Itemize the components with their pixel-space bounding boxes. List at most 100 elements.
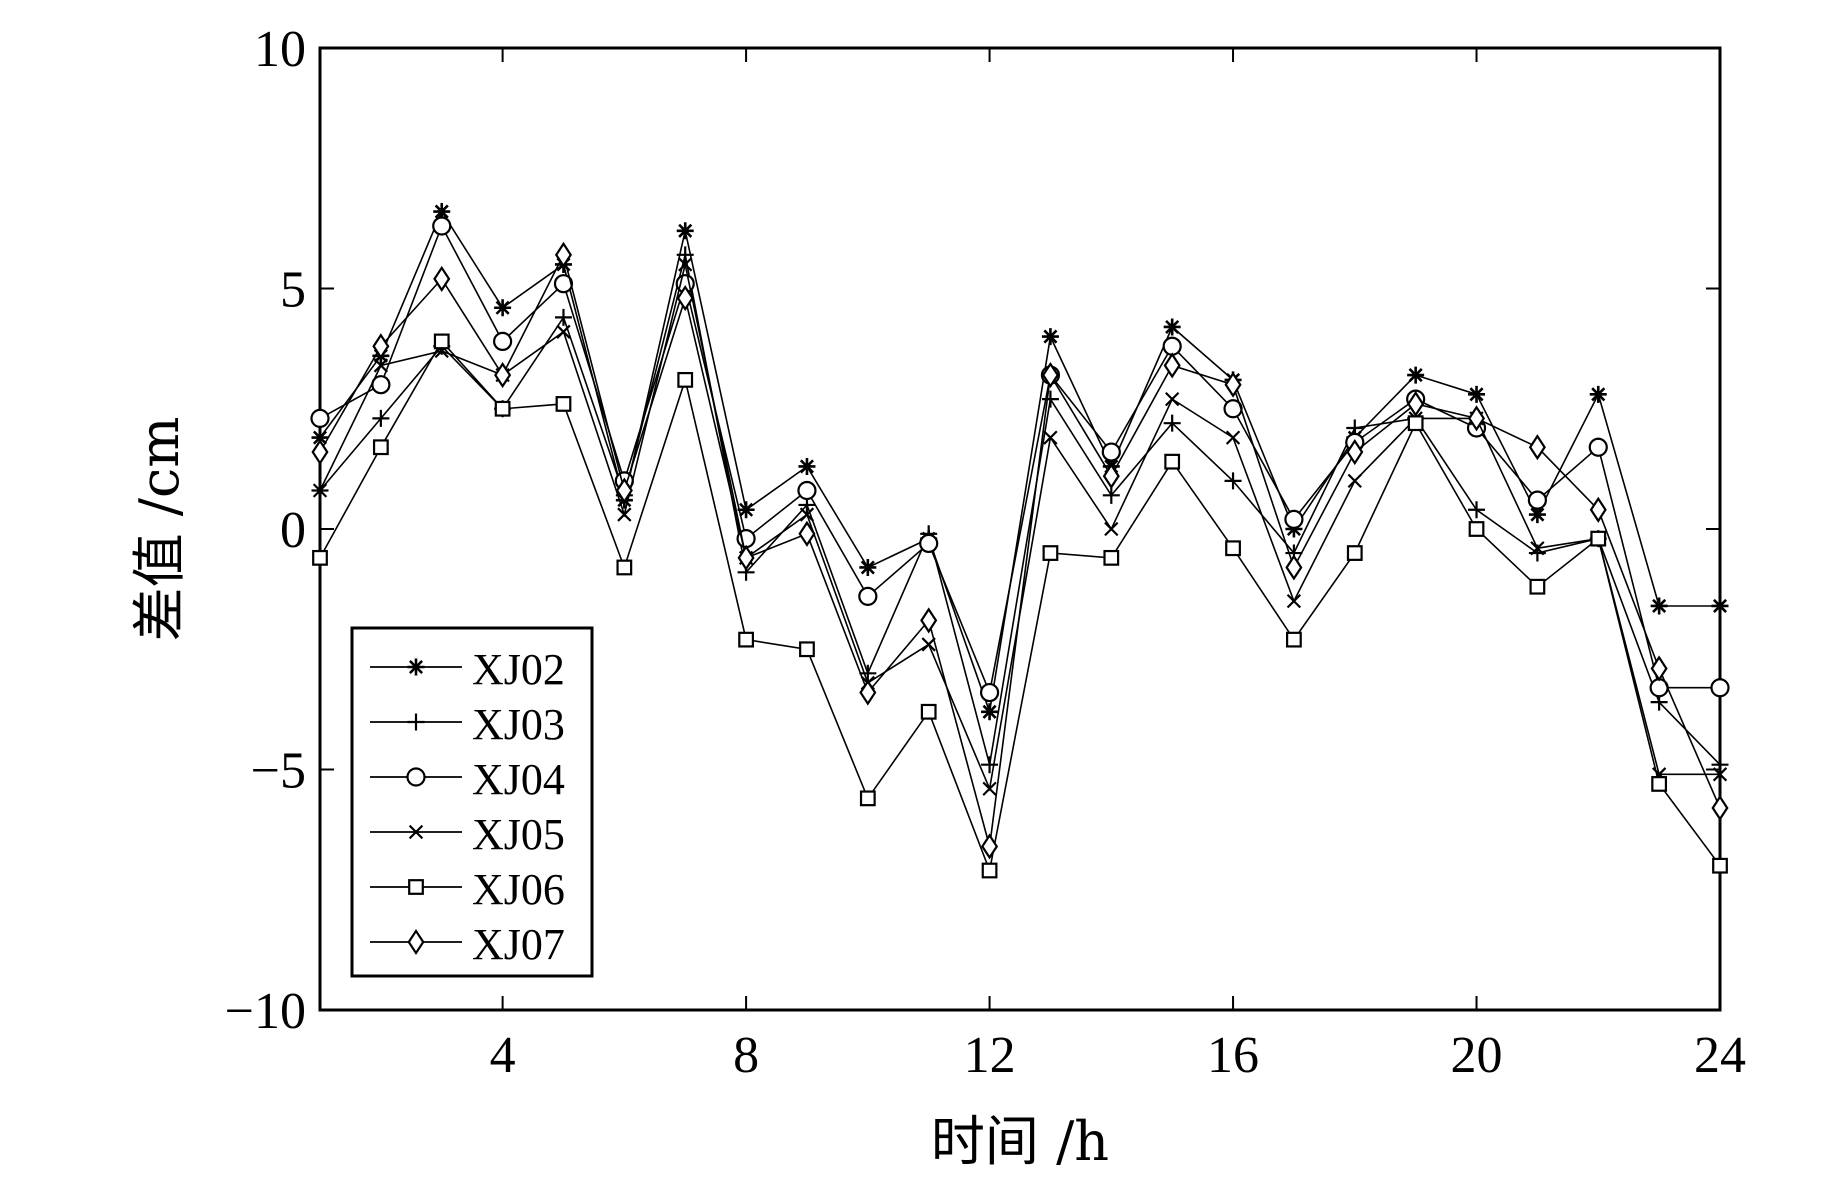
- data-point-xj02: [676, 222, 694, 240]
- data-point-xj03: [1041, 390, 1059, 408]
- data-point-xj07: [1041, 362, 1059, 389]
- data-point-xj06: [1712, 857, 1728, 874]
- y-tick-label: 0: [280, 502, 306, 559]
- data-point-xj07: [1407, 390, 1425, 418]
- series-line-xj03: [319, 254, 1721, 766]
- data-point-xj04: [1162, 336, 1182, 356]
- data-point-xj02: [433, 203, 451, 221]
- data-point-xj02: [1650, 597, 1668, 615]
- y-tick-label: 5: [280, 262, 306, 319]
- data-point-xj07: [615, 477, 633, 504]
- data-point-xj06: [738, 631, 754, 648]
- data-point-xj04: [1588, 437, 1608, 457]
- data-point-xj05: [1286, 593, 1302, 609]
- data-point-xj06: [1042, 545, 1059, 561]
- data-point-xj05: [312, 483, 328, 498]
- data-point-xj07: [311, 438, 329, 466]
- data-point-xj02: [798, 457, 816, 475]
- legend-marker-xj03: [407, 713, 425, 731]
- y-tick-label: 10: [254, 21, 306, 78]
- data-point-xj06: [372, 439, 389, 456]
- legend-marker-xj04: [406, 767, 426, 787]
- data-point-xj06: [859, 790, 876, 807]
- y-tick-labels: −10 −5 0 5 10: [225, 21, 306, 1040]
- data-point-xj07: [859, 679, 877, 706]
- x-tick-labels: 4 8 12 16 20 24: [490, 1027, 1746, 1084]
- data-point-xj05: [1530, 541, 1545, 556]
- data-point-xj07: [372, 333, 390, 360]
- data-point-xj06: [1590, 530, 1607, 547]
- data-point-xj03: [981, 756, 999, 774]
- y-axis-title: 差值 /cm: [128, 417, 191, 642]
- data-point-xj06: [1103, 549, 1120, 566]
- legend-label-xj04: XJ04: [472, 755, 565, 804]
- data-point-xj02: [1528, 506, 1546, 524]
- data-point-xj03: [1224, 472, 1242, 490]
- legend-label-xj05: XJ05: [472, 810, 565, 859]
- legend: XJ02 XJ03 XJ04 XJ05 XJ06 XJ07: [350, 626, 594, 978]
- data-point-xj06: [494, 400, 511, 417]
- data-point-xj06: [1651, 776, 1668, 792]
- series-layer: [310, 203, 1730, 879]
- data-point-xj02: [1468, 385, 1486, 403]
- data-point-xj05: [982, 781, 997, 796]
- data-point-xj05: [556, 324, 571, 339]
- data-point-xj04: [858, 586, 878, 606]
- data-point-xj02: [859, 558, 877, 576]
- data-point-xj05: [1347, 473, 1362, 489]
- x-tick-label: 4: [490, 1027, 516, 1084]
- data-point-xj04: [797, 480, 817, 501]
- legend-marker-xj07: [407, 928, 425, 956]
- series-xj06: [312, 333, 1728, 879]
- data-point-xj07: [494, 362, 512, 389]
- data-point-xj03: [859, 664, 877, 682]
- data-point-xj04: [493, 331, 513, 352]
- data-point-xj04: [310, 408, 330, 428]
- data-point-xj07: [1224, 371, 1242, 398]
- data-point-xj04: [1284, 509, 1304, 529]
- data-point-xj07: [1163, 352, 1181, 379]
- data-point-xj04: [919, 533, 939, 554]
- data-point-xj07: [1589, 496, 1607, 523]
- data-point-xj06: [1529, 578, 1546, 595]
- data-point-xj02: [981, 703, 999, 721]
- legend-marker-xj06: [408, 879, 424, 895]
- data-point-xj07: [676, 285, 694, 312]
- legend-symbols: [370, 658, 462, 956]
- legend-marker-xj02: [407, 658, 425, 676]
- data-point-xj07: [1711, 794, 1729, 822]
- data-point-xj03: [1163, 414, 1181, 432]
- data-point-xj07: [737, 544, 755, 571]
- series-xj07: [311, 241, 1729, 860]
- series-line-xj06: [319, 340, 1721, 874]
- x-axis-title: 时间 /h: [931, 1110, 1109, 1173]
- legend-marker-xj05: [408, 824, 424, 840]
- series-line-xj07: [319, 252, 1721, 847]
- data-point-xj02: [737, 501, 755, 519]
- legend-label-xj02: XJ02: [472, 645, 565, 694]
- data-point-xj02: [494, 299, 512, 317]
- legend-label-xj07: XJ07: [472, 920, 565, 969]
- x-tick-label: 16: [1207, 1027, 1259, 1084]
- data-point-xj03: [1468, 501, 1486, 519]
- data-point-xj04: [432, 216, 452, 236]
- legend-box: [350, 626, 594, 978]
- legend-label-xj06: XJ06: [472, 865, 565, 914]
- data-point-xj07: [920, 607, 938, 634]
- data-point-xj02: [1711, 597, 1729, 615]
- y-tick-label: −5: [251, 743, 306, 800]
- data-point-xj05: [1104, 521, 1119, 537]
- data-point-xj07: [1102, 463, 1120, 490]
- data-point-xj07: [798, 520, 816, 547]
- data-point-xj07: [1528, 434, 1546, 461]
- data-point-xj02: [1589, 385, 1607, 403]
- data-point-xj06: [616, 559, 633, 576]
- data-point-xj06: [1225, 540, 1241, 557]
- x-tick-label: 12: [964, 1027, 1016, 1084]
- data-point-xj05: [1043, 430, 1058, 445]
- data-point-xj04: [1710, 678, 1730, 698]
- data-point-xj02: [1041, 328, 1059, 346]
- data-point-xj06: [433, 333, 450, 350]
- data-point-xj05: [617, 507, 632, 522]
